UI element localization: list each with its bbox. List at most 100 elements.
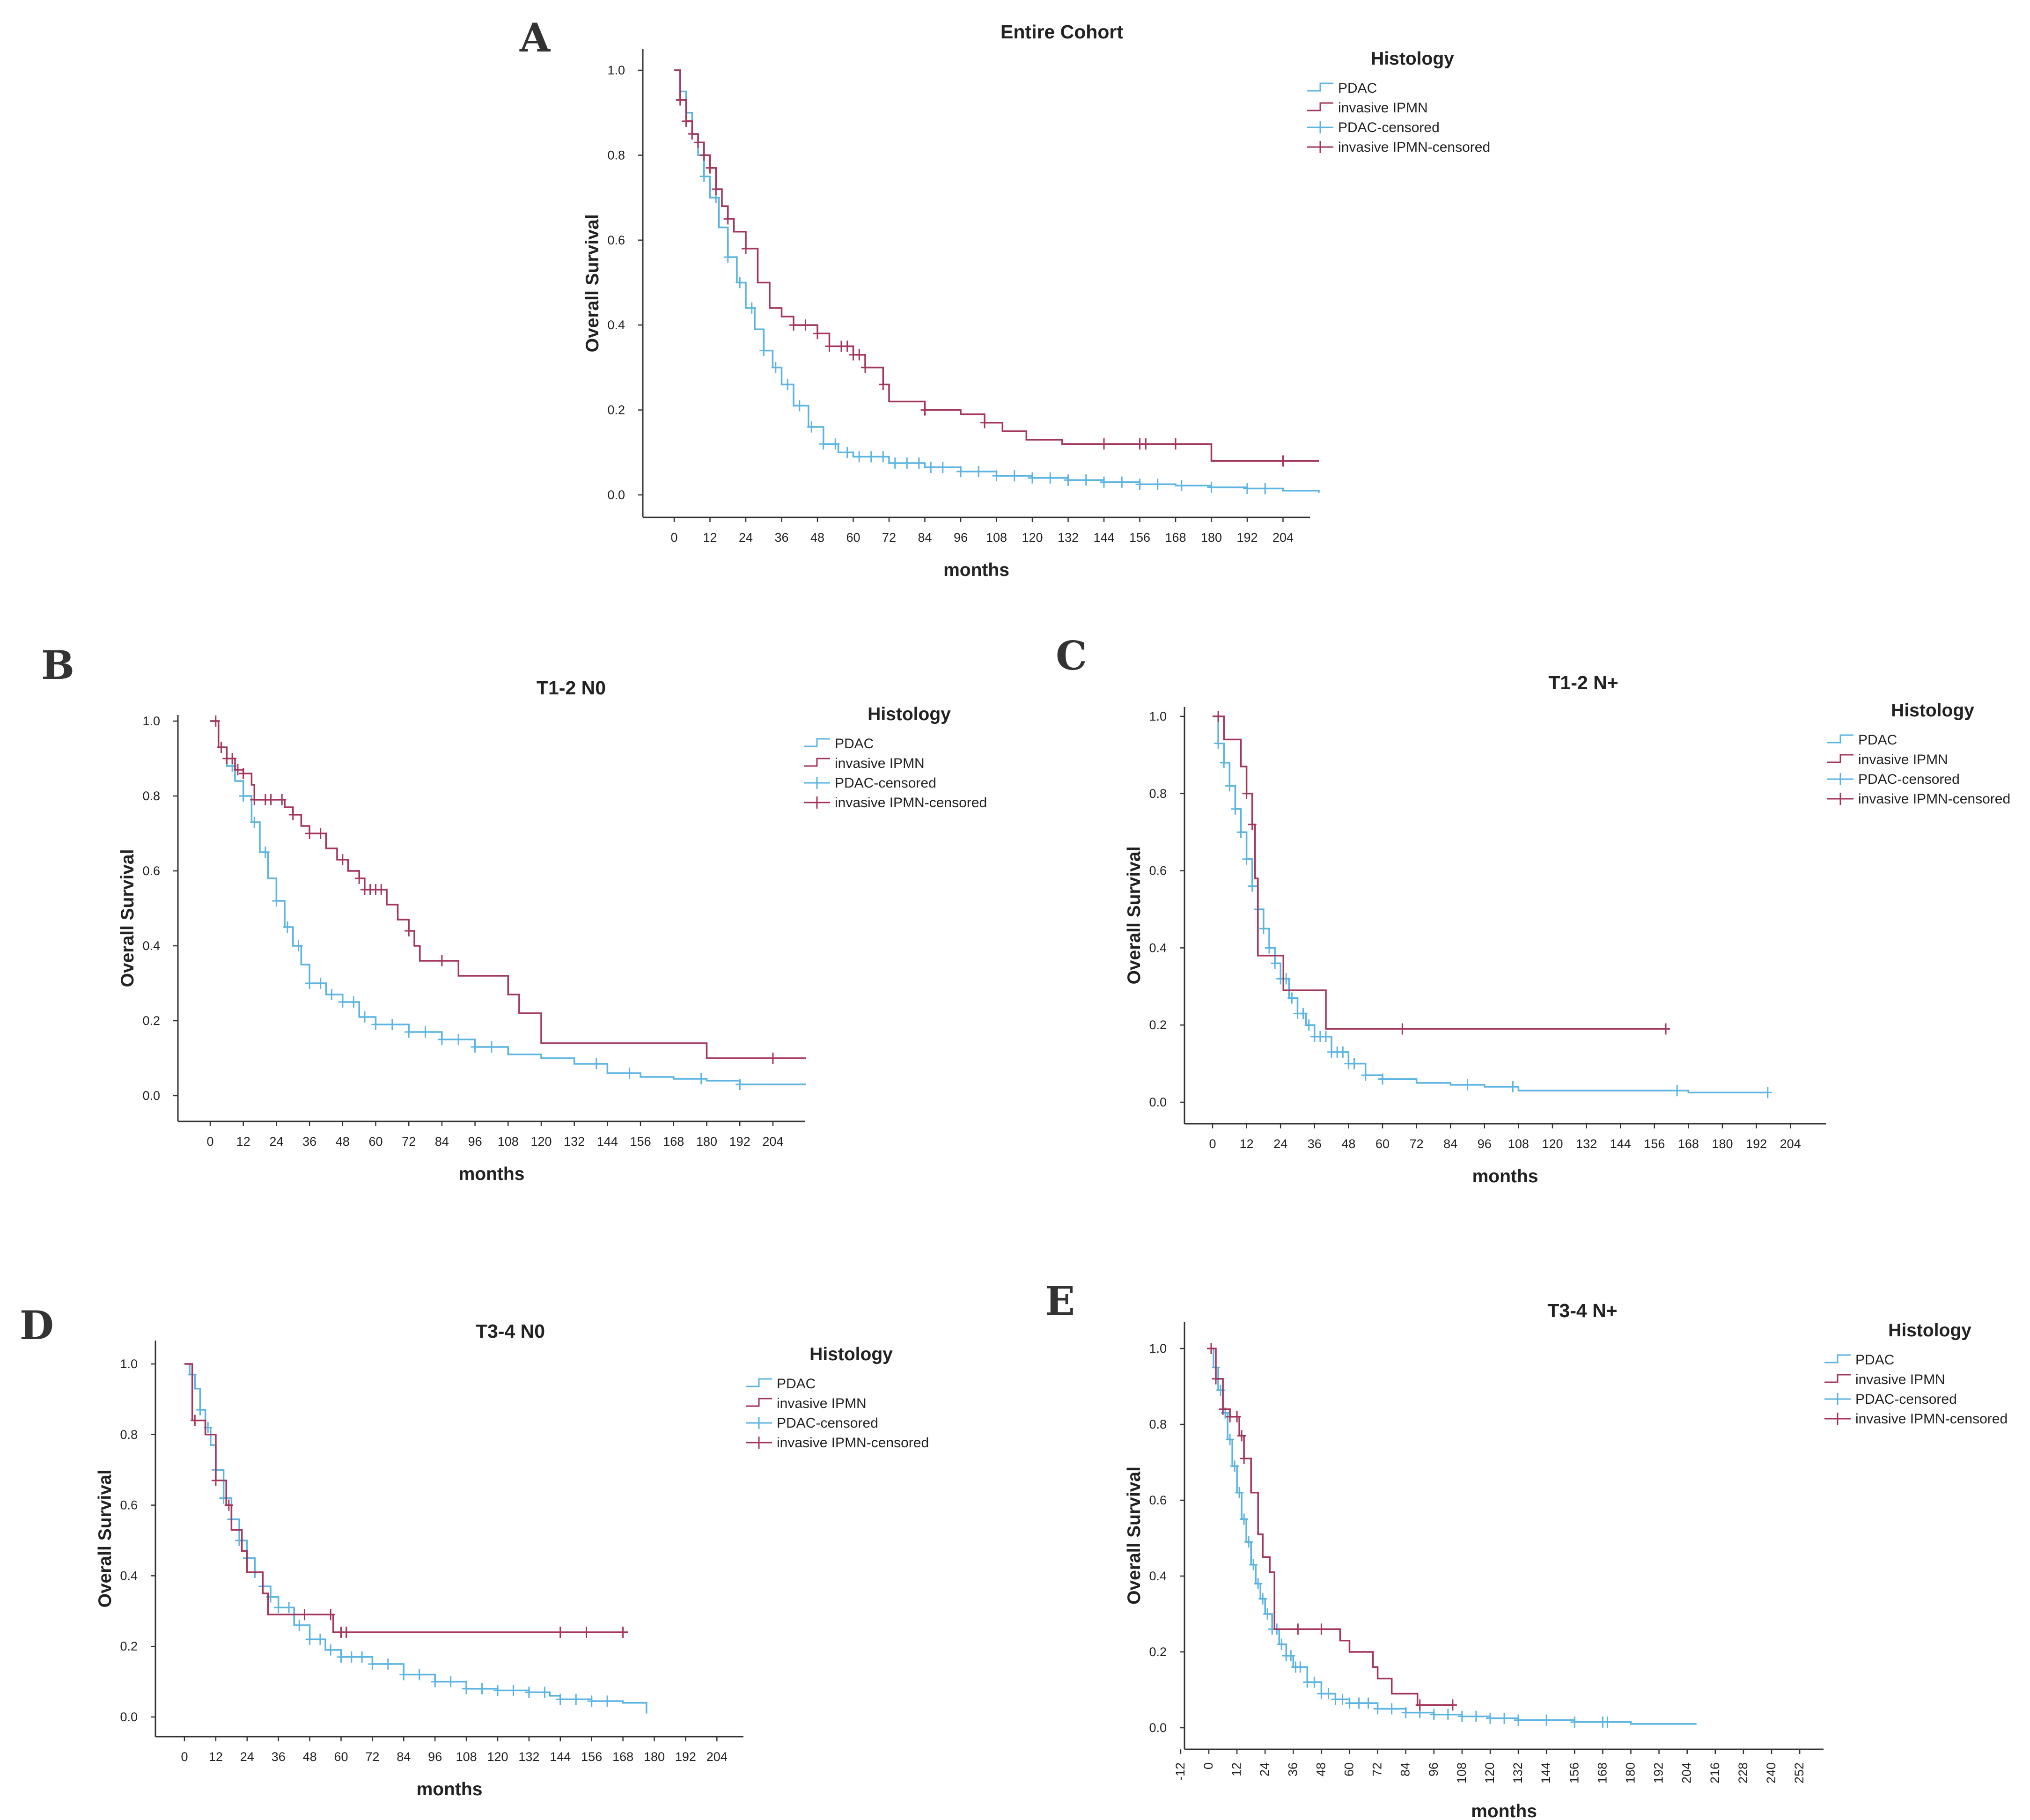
ipmn-legend-censor-icon — [1824, 1413, 1851, 1425]
ipmn-censor-mark — [582, 1627, 591, 1638]
pdac-censor-mark — [819, 438, 828, 450]
pdac-censor-mark — [1261, 483, 1270, 494]
y-tick-label: 1.0 — [1149, 1341, 1167, 1356]
pdac-censor-mark — [1225, 780, 1234, 792]
x-tick-label: 84 — [397, 1750, 411, 1764]
x-tick-label: 0 — [206, 1135, 213, 1149]
ipmn-censor-mark — [1171, 438, 1180, 450]
ipmn-legend-line-icon — [1307, 102, 1333, 111]
ipmn-censor-mark — [355, 873, 364, 884]
panel-letter: E — [1045, 1278, 1075, 1324]
chart-title: T3-4 N+ — [1547, 1300, 1617, 1321]
pdac-censor-mark — [1240, 1513, 1249, 1525]
ipmn-censor-mark — [1279, 455, 1287, 467]
legend-entry-label: invasive IPMN — [835, 756, 925, 771]
pdac-censor-mark — [399, 1669, 408, 1680]
x-tick-label: 120 — [1022, 531, 1043, 545]
x-tick-label: 12 — [1240, 1137, 1254, 1151]
x-tick-label: 168 — [663, 1135, 684, 1149]
pdac-censor-mark — [540, 1687, 549, 1698]
ipmn-censor-mark — [723, 213, 732, 225]
ipmn-censor-mark — [618, 1627, 627, 1638]
panel-e-t3-4-n-plus: E T3-4 N+ 0.0 0.2 0.4 0.6 0.8 1.0 -12 0 12 24 36 48 60… — [1045, 1278, 2008, 1820]
pdac-censor-mark — [1324, 1688, 1333, 1700]
pdac-censor-mark — [388, 1019, 397, 1030]
y-tick-label: 0.0 — [1149, 1721, 1167, 1735]
ipmn-censor-mark — [843, 340, 852, 352]
y-axis-label: Overall Survival — [1124, 847, 1144, 985]
legend-entry-label: PDAC-censored — [777, 1415, 878, 1431]
legend-title: Histology — [1891, 700, 1974, 721]
legend-entry-label: PDAC — [1858, 732, 1897, 748]
pdac-censor-mark — [1207, 481, 1216, 493]
y-tick-label: 0.6 — [607, 233, 625, 247]
pdac-censor-mark — [1364, 1697, 1373, 1709]
ipmn-censor-mark — [1415, 1699, 1424, 1711]
pdac-censor-mark — [1028, 472, 1037, 484]
ipmn-legend-censor-icon — [804, 796, 830, 809]
ipmn-censor-mark — [688, 128, 697, 140]
pdac-censor-mark — [261, 847, 270, 858]
pdac-censor-mark — [316, 1634, 324, 1645]
y-tick-label: 0.6 — [1149, 864, 1167, 878]
x-tick-label: 72 — [1370, 1762, 1384, 1776]
pdac-censor-mark — [1287, 1650, 1295, 1662]
pdac-censor-mark — [1317, 1688, 1326, 1700]
pdac-censor-mark — [592, 1058, 601, 1069]
ipmn-censor-mark — [1248, 818, 1257, 830]
ipmn-censor-mark — [338, 854, 347, 865]
pdac-censor-mark — [1254, 1578, 1263, 1590]
x-tick-label: 132 — [1576, 1137, 1597, 1151]
pdac-censor-mark — [478, 1683, 486, 1695]
pdac-censor-mark — [1339, 1046, 1347, 1058]
pdac-censor-mark — [471, 1041, 479, 1053]
ipmn-legend-censor-icon — [746, 1437, 772, 1449]
pdac-censor-mark — [1331, 1694, 1340, 1705]
x-tick-label: 108 — [498, 1135, 519, 1149]
x-tick-label: 36 — [302, 1135, 316, 1149]
x-tick-label: 48 — [1341, 1137, 1355, 1151]
y-tick-label: 0.2 — [120, 1639, 138, 1653]
ipmn-censor-mark — [861, 361, 869, 373]
ipmn-survival-curve — [1209, 1348, 1453, 1706]
pdac-censor-mark — [974, 466, 983, 478]
ipmn-censor-mark — [742, 243, 750, 254]
pdac-censor-mark — [807, 421, 816, 433]
pdac-censor-mark — [360, 1011, 369, 1023]
panel-letter: A — [519, 15, 551, 61]
pdac-censor-mark — [250, 817, 259, 828]
pdac-censor-mark — [1508, 1081, 1517, 1093]
ipmn-censor-mark — [1398, 1023, 1407, 1035]
pdac-censor-mark — [326, 1644, 335, 1656]
x-tick-label: 108 — [1455, 1762, 1469, 1783]
pdac-survival-curve — [184, 1363, 647, 1714]
ipmn-censor-mark — [405, 925, 413, 936]
ipmn-legend-line-icon — [1827, 754, 1853, 763]
x-tick-label: 228 — [1736, 1762, 1750, 1783]
pdac-censor-mark — [283, 921, 292, 933]
ipmn-censor-mark — [228, 753, 237, 764]
pdac-censor-mark — [1236, 826, 1245, 838]
x-tick-label: 24 — [739, 531, 753, 545]
ipmn-censor-mark — [1226, 1411, 1235, 1422]
ipmn-censor-mark — [266, 794, 275, 805]
x-tick-label: 96 — [1427, 1762, 1441, 1776]
pdac-censor-mark — [1443, 1709, 1452, 1720]
legend-entry-label: invasive IPMN-censored — [1858, 791, 2010, 807]
x-tick-label: 60 — [368, 1135, 382, 1149]
legend-entry-label: PDAC-censored — [835, 775, 936, 791]
ipmn-censor-mark — [682, 115, 691, 127]
ipmn-censor-mark — [1448, 1699, 1457, 1711]
chart-title: T3-4 N0 — [476, 1320, 545, 1342]
ipmn-censor-mark — [855, 349, 864, 361]
pdac-censor-mark — [431, 1676, 440, 1687]
pdac-censor-mark — [1304, 1019, 1313, 1031]
pdac-censor-mark — [1135, 479, 1144, 490]
panel-c-t1-2-n-plus: C T1-2 N+ 0.0 0.2 0.4 0.6 0.8 1.0 0 12 24 36 48 60 72 8… — [1056, 633, 2010, 1186]
x-tick-label: 60 — [1342, 1762, 1356, 1776]
x-tick-label: 132 — [564, 1135, 585, 1149]
x-tick-label: 0 — [1209, 1137, 1216, 1151]
ipmn-censor-mark — [1317, 1623, 1326, 1635]
ipmn-survival-curve — [184, 1363, 628, 1633]
